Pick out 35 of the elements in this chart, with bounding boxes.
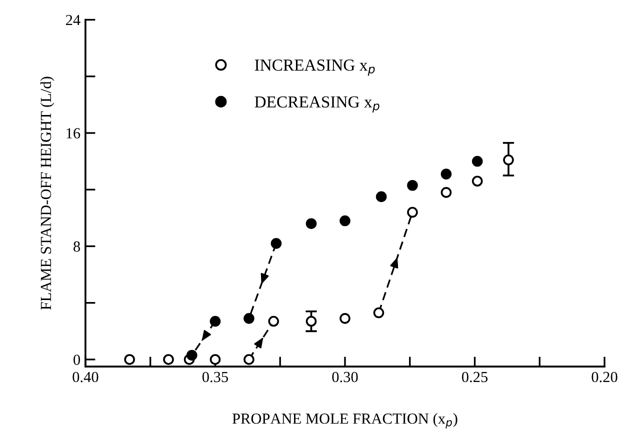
point [373,307,384,318]
x-tick-label: 0.40 [72,372,98,382]
point [186,350,198,361]
point [244,313,254,324]
y-tick-label: 24 [66,14,80,26]
y-axis-title: FLAME STAND-OFF HEIGHT (L/d) [40,76,54,310]
x-axis-title: PROPANE MOLE FRACTION (x$_{p}$) [232,413,458,428]
y-tick-label: 0 [74,354,80,365]
point [244,354,254,365]
x-tick-label: 0.20 [592,372,618,382]
point [472,156,483,167]
y-tick-label: 16 [66,128,80,138]
point [124,354,135,365]
point [270,238,282,249]
point [210,354,221,365]
point [268,316,280,327]
point [440,187,452,198]
x-tick-label: 0.35 [202,372,228,382]
point [376,191,387,202]
x-tick-label: 0.25 [462,372,488,382]
point [472,176,483,187]
legend-label: INCREASING x$_{p}$ [254,60,375,76]
point [407,206,418,218]
point [503,154,514,166]
legend-label: DECREASING x$_{p}$ [254,96,380,113]
point [340,313,350,324]
point [340,215,350,226]
point [407,180,418,191]
point [440,168,452,180]
point [306,316,317,327]
y-tick-label: 8 [74,241,80,252]
point [210,316,221,327]
point [163,354,174,365]
x-tick-label: 0.30 [332,372,358,382]
point [306,218,317,229]
